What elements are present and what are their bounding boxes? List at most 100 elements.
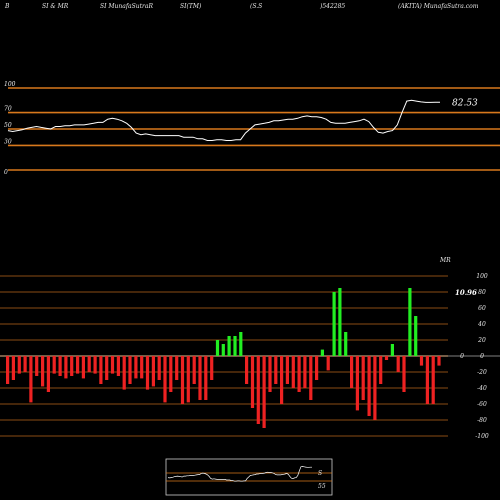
mr-tick-label: 80: [478, 289, 486, 296]
mr-bar: [87, 356, 91, 372]
rsi-tick-label: 30: [4, 138, 12, 145]
mr-tick-label: 100: [476, 273, 488, 280]
mr-bar: [419, 356, 424, 366]
rsi-tick-label: 100: [4, 81, 16, 88]
mr-bar: [81, 356, 85, 379]
mr-bar: [384, 356, 389, 360]
mr-bar: [93, 356, 97, 374]
mr-bar: [437, 356, 441, 366]
header-item-5: (S.S: [250, 3, 263, 10]
mr-bar: [280, 356, 284, 404]
mr-bar: [256, 356, 260, 424]
mr-bar: [186, 356, 190, 403]
mr-tick-label: 20: [477, 337, 486, 344]
mr-bar: [145, 356, 150, 390]
mr-panel: 100 80 60 40 20 0 -20 -40 -60 -80 -100 0 MR 10.96: [0, 257, 500, 440]
mr-tick-label: -20: [477, 369, 487, 376]
mr-title: MR: [439, 257, 451, 264]
mr-bar: [355, 356, 359, 411]
mr-bar: [204, 356, 208, 400]
rsi-tick-label: 0: [4, 169, 8, 176]
mr-bar: [373, 356, 377, 420]
mr-tick-label: 0: [480, 353, 484, 360]
mr-bar: [128, 356, 132, 384]
mr-bar: [221, 344, 225, 356]
mr-bar: [332, 292, 336, 356]
mr-bar: [233, 336, 237, 356]
mr-bar: [175, 356, 179, 380]
mr-bar: [52, 356, 56, 374]
mr-bar: [414, 316, 418, 356]
mr-bar: [297, 356, 301, 392]
mr-tick-label: 60: [478, 305, 486, 312]
mr-bar: [338, 288, 342, 356]
mr-bar: [245, 356, 249, 384]
mr-bar: [262, 356, 266, 428]
mini-line: [167, 466, 312, 482]
mr-bar: [239, 332, 243, 356]
mr-bar: [116, 356, 120, 376]
header-item-4: SI(TM): [180, 3, 202, 10]
mr-bar: [326, 356, 330, 371]
mr-bar: [11, 356, 15, 380]
rsi-line: [7, 99, 441, 141]
mr-bar: [76, 356, 80, 374]
mr-bar: [408, 288, 412, 356]
mr-bar: [169, 356, 173, 392]
mr-tick-label: 40: [477, 321, 486, 328]
mr-tick-label: -100: [475, 433, 489, 440]
mr-bar: [227, 336, 231, 356]
mr-bar: [99, 356, 103, 384]
mr-bar: [64, 356, 68, 379]
mr-bar: [309, 356, 313, 400]
mr-bar: [320, 349, 324, 356]
rsi-tick-label: 50: [4, 122, 12, 129]
mr-bar: [396, 356, 400, 372]
mr-bar: [134, 356, 138, 379]
header-item-3: SI MunafaSutraR: [100, 3, 153, 10]
mr-bar: [29, 356, 33, 403]
header-item-2: SI & MR: [42, 3, 69, 10]
mr-bar: [379, 356, 383, 384]
header-item-7: (AKITA) MunafaSutra.com: [398, 3, 479, 10]
mr-bar: [285, 356, 289, 384]
mr-bar: [105, 356, 109, 380]
mr-bar: [274, 356, 278, 384]
mr-bar: [70, 356, 74, 376]
mr-bar: [344, 332, 348, 356]
mr-bar: [250, 356, 255, 408]
header-item-6: )542285: [320, 3, 346, 10]
mr-bar: [122, 356, 126, 390]
mr-bar: [151, 356, 155, 387]
mr-bar: [41, 356, 45, 387]
mr-bar: [157, 356, 161, 380]
mr-bar: [402, 356, 406, 392]
mr-tick-label: -40: [477, 385, 487, 392]
rsi-last-value-label: 82.53: [452, 98, 478, 108]
mr-bar: [58, 356, 62, 376]
mr-bar: [431, 356, 435, 404]
mr-bar: [390, 344, 394, 356]
rsi-tick-label: 70: [4, 106, 12, 113]
mr-bar: [291, 356, 295, 388]
mr-bar: [180, 356, 185, 404]
mr-bar: [367, 356, 371, 416]
mr-zero-label: 0: [460, 353, 464, 360]
mr-bar: [268, 356, 272, 392]
mr-tick-label: -60: [477, 401, 487, 408]
mr-bar: [163, 356, 167, 403]
mini-value-label: 55: [318, 483, 326, 490]
mini-level-label: S: [318, 470, 322, 477]
mr-bar: [350, 356, 354, 388]
mr-last-value-label: 10.96: [455, 288, 477, 297]
mr-bar: [35, 356, 39, 376]
mr-bar: [6, 356, 10, 384]
mr-bar: [46, 356, 50, 392]
mr-bar: [198, 356, 202, 400]
mr-bar: [215, 340, 220, 356]
mr-bar: [425, 356, 429, 404]
rsi-panel: 100 70 50 30 0 82.53: [4, 81, 500, 176]
mr-bar: [303, 356, 307, 388]
mr-bar: [192, 356, 196, 384]
